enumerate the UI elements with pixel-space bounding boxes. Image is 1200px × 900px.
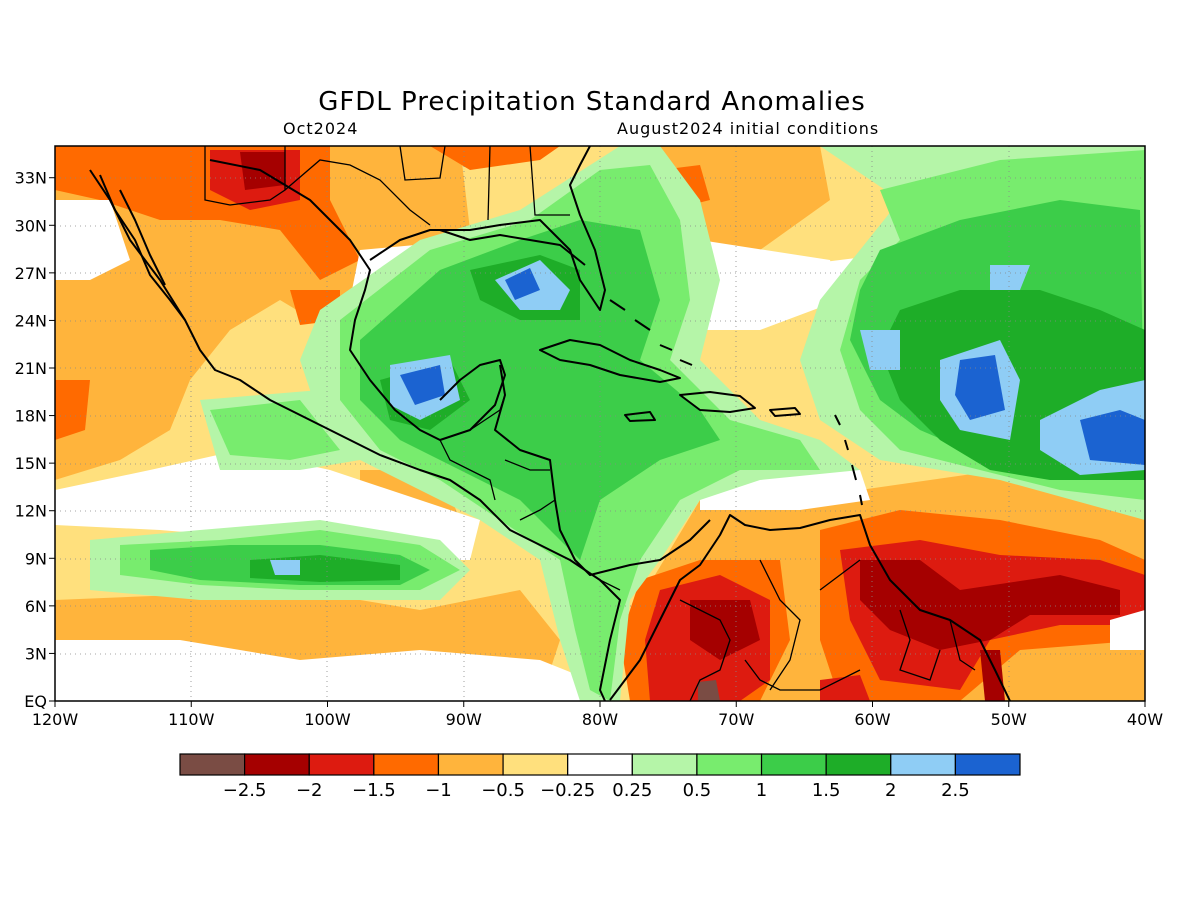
colorbar-swatch (373, 753, 440, 776)
lat-tick-label: 21N (15, 359, 47, 378)
colorbar-label: 1.5 (812, 780, 841, 801)
lon-tick-label: 110W (168, 710, 215, 729)
lon-tick-label: 70W (718, 710, 754, 729)
colorbar-label: −0.25 (540, 780, 595, 801)
lon-tick-label: 40W (1127, 710, 1163, 729)
map-panel (55, 146, 1145, 701)
political-borders (204, 146, 976, 701)
chart-subtitle-left: Oct2024 (283, 119, 358, 138)
lat-tick-label: 3N (25, 644, 47, 663)
colorbar-swatch (437, 753, 504, 776)
colorbar-label: −1.5 (352, 780, 396, 801)
lon-tick-label: 120W (32, 710, 79, 729)
colorbar-label: −2.5 (223, 780, 267, 801)
colorbar-swatch (567, 753, 633, 776)
lon-tick-label: 90W (446, 710, 482, 729)
anomaly-wet-max (400, 268, 1145, 465)
colorbar-swatch (825, 753, 892, 776)
lat-tick-label: 12N (15, 502, 47, 521)
colorbar-label: −2 (296, 780, 323, 801)
lat-tick-label: 9N (25, 549, 47, 568)
latitude-axis: EQ 3N 6N 9N 12N 15N 18N 21N 24N 27N 30N 33N (15, 169, 55, 711)
colorbar-label: −0.5 (481, 780, 525, 801)
colorbar-swatch (179, 753, 246, 776)
colorbar-swatch (308, 753, 375, 776)
chart-subtitle-right: August2024 initial conditions (617, 119, 879, 138)
colorbar-swatch (760, 753, 827, 776)
colorbar-swatch (890, 753, 956, 776)
lat-tick-label: EQ (24, 692, 47, 711)
lat-tick-label: 18N (15, 407, 47, 426)
longitude-axis: 120W 110W 100W 90W 80W 70W 60W 50W 40W (32, 701, 1163, 729)
lat-tick-label: 24N (15, 311, 47, 330)
anomaly-dry-brown (698, 680, 720, 701)
chart-title: GFDL Precipitation Standard Anomalies (318, 87, 866, 117)
colorbar-swatch (631, 753, 698, 776)
lat-tick-label: 15N (15, 454, 47, 473)
lon-tick-label: 60W (854, 710, 890, 729)
colorbar-label: 0.25 (612, 780, 652, 801)
colorbar-label: 0.5 (683, 780, 712, 801)
colorbar-legend: −2.5 −2 −1.5 −1 −0.5 −0.25 0.25 0.5 1 1.5 2 2.5 (179, 753, 1021, 801)
lon-tick-label: 100W (304, 710, 351, 729)
lat-tick-label: 6N (25, 597, 47, 616)
lat-tick-label: 30N (15, 216, 47, 235)
colorbar-swatch (244, 753, 310, 776)
colorbar-label: 1 (756, 780, 767, 801)
colorbar-swatch (502, 753, 569, 776)
lon-tick-label: 80W (582, 710, 618, 729)
colorbar-label: 2.5 (941, 780, 970, 801)
lat-tick-label: 27N (15, 264, 47, 283)
lon-tick-label: 50W (991, 710, 1027, 729)
colorbar-swatch (954, 753, 1021, 776)
colorbar-label: 2 (885, 780, 896, 801)
colorbar-label: −1 (425, 780, 452, 801)
colorbar-swatch (696, 753, 763, 776)
lat-tick-label: 33N (15, 169, 47, 188)
